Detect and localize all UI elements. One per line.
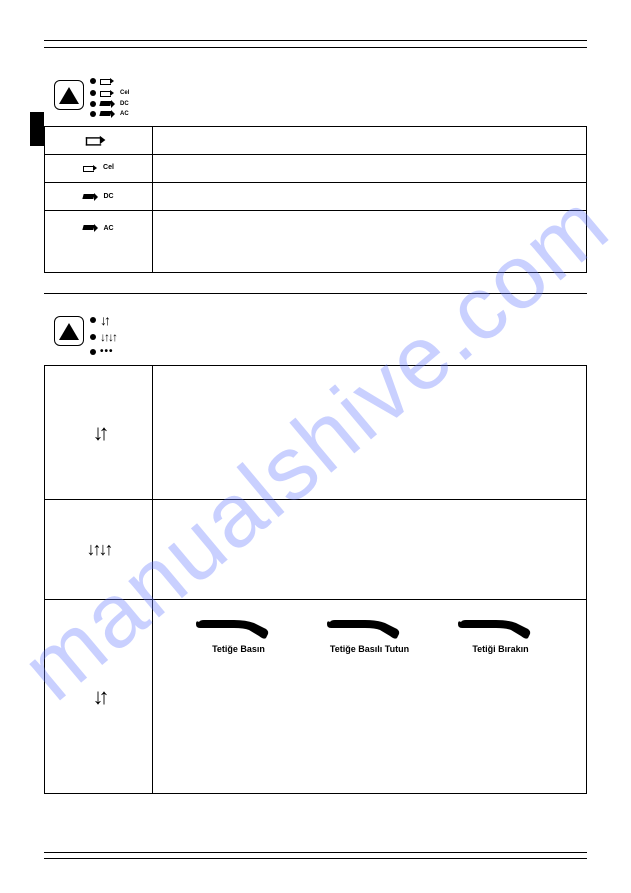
pencil-icon — [100, 100, 116, 108]
table-row — [45, 127, 587, 155]
table-row: DC — [45, 183, 587, 211]
page-content: Cel DC AC Cel DC AC ↓↑ ↓↑↓↑ ••• ↓↑ ↓↑↓↑ … — [0, 0, 631, 824]
legend-label: AC — [120, 111, 129, 117]
arrows-four-icon: ↓↑↓↑ — [100, 330, 116, 344]
pencil-icon — [83, 193, 99, 201]
row-label: DC — [103, 193, 113, 200]
trigger-item: Tetiğe Basılı Tutun — [325, 610, 415, 654]
section2-legend: ↓↑ ↓↑↓↑ ••• — [54, 312, 587, 357]
torch-icon — [325, 610, 415, 642]
pen-icon — [100, 76, 116, 86]
arrows-up-down-icon: ↓↑ — [93, 684, 105, 709]
trigger-item: Tetiği Bırakın — [456, 610, 546, 654]
pen-icon — [85, 133, 107, 147]
trigger-diagram-row: Tetiğe Basın Tetiğe Basılı Tutun Tetiği … — [153, 610, 586, 654]
footer-rule-thin — [44, 852, 587, 853]
settings-table-1: Cel DC AC — [44, 126, 587, 273]
legend-row — [90, 76, 129, 86]
table-row: Cel — [45, 155, 587, 183]
pen-icon — [83, 163, 99, 173]
caution-icon — [54, 80, 84, 110]
legend-row: ↓↑↓↑ — [90, 330, 116, 344]
torch-icon — [194, 610, 284, 642]
legend-row: ••• — [90, 346, 116, 357]
row-label: AC — [103, 225, 113, 232]
trigger-label: Tetiği Bırakın — [472, 644, 528, 654]
pencil-icon — [83, 224, 99, 232]
section1-legend: Cel DC AC — [54, 76, 587, 118]
arrows-up-down-icon: ↓↑ — [100, 312, 108, 328]
header-rule-thin — [44, 47, 587, 48]
legend-row: Cel — [90, 88, 129, 98]
trigger-label: Tetiğe Basılı Tutun — [330, 644, 409, 654]
table-row: ↓↑↓↑ — [45, 500, 587, 600]
arrows-up-down-icon: ↓↑ — [93, 420, 105, 445]
legend-row: ↓↑ — [90, 312, 116, 328]
row-label: Cel — [103, 164, 114, 171]
dots-icon: ••• — [100, 346, 114, 357]
legend-row: AC — [90, 110, 129, 118]
table-row: ↓↑ — [45, 366, 587, 500]
torch-icon — [456, 610, 546, 642]
pencil-icon — [100, 110, 116, 118]
settings-table-2: ↓↑ ↓↑↓↑ ↓↑ Tetiğe Basın Tetiğe Basılı Tu… — [44, 365, 587, 794]
legend-label: DC — [120, 101, 129, 107]
caution-icon — [54, 316, 84, 346]
footer-rule-thick — [44, 858, 587, 859]
section-divider — [44, 293, 587, 294]
legend-row: DC — [90, 100, 129, 108]
pen-icon — [100, 88, 116, 98]
trigger-label: Tetiğe Basın — [212, 644, 265, 654]
trigger-item: Tetiğe Basın — [194, 610, 284, 654]
header-rule-thick — [44, 40, 587, 41]
legend-label: Cel — [120, 90, 129, 96]
arrows-four-icon: ↓↑↓↑ — [87, 539, 111, 559]
table-row: ↓↑ Tetiğe Basın Tetiğe Basılı Tutun Teti… — [45, 600, 587, 664]
table-row: AC — [45, 211, 587, 273]
